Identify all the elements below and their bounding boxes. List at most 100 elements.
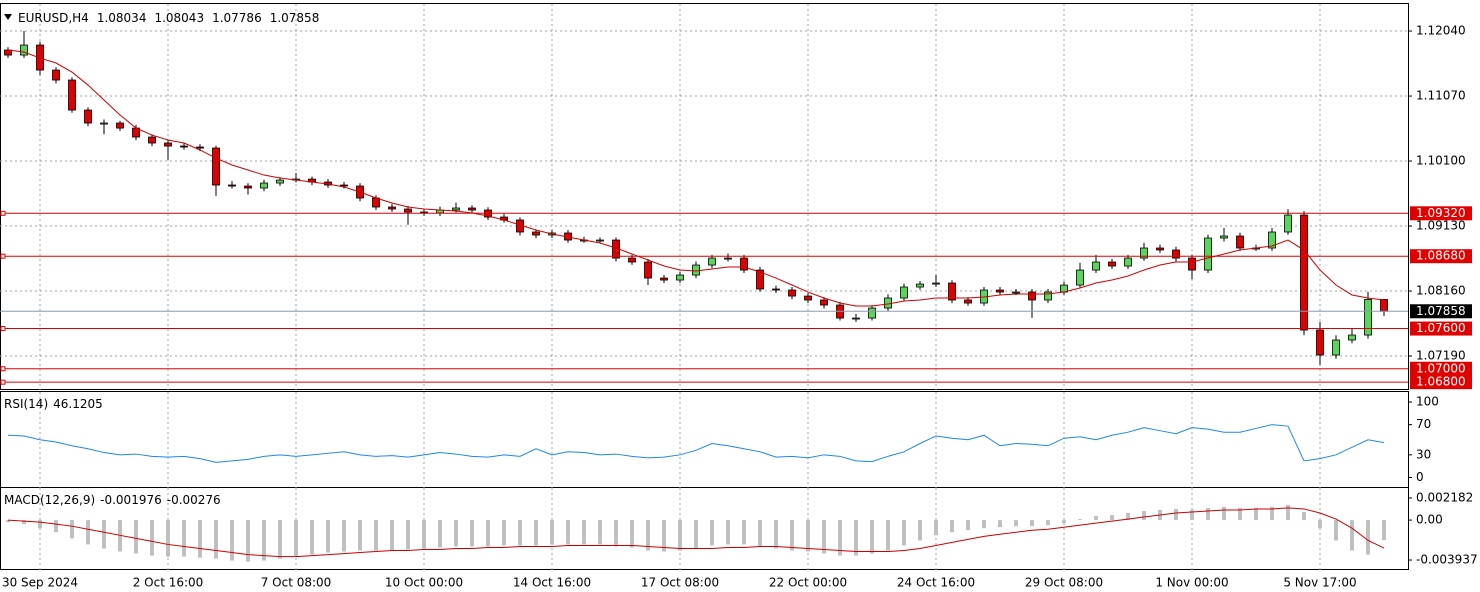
candle-body [260, 182, 268, 189]
candle-body [724, 257, 732, 260]
macd-bar [886, 520, 890, 551]
macd-bar [406, 520, 410, 550]
candle-body [276, 179, 284, 184]
macd-bar [1382, 520, 1386, 541]
macd-bar [1238, 507, 1242, 521]
level-label: 1.08680 [1416, 249, 1466, 263]
macd-bar [758, 520, 762, 547]
x-tick-label: 1 Nov 00:00 [1155, 576, 1228, 590]
candle-body [884, 297, 892, 309]
candle-body [532, 231, 540, 236]
macd-signal [7, 507, 1385, 558]
macd-bar [502, 520, 506, 546]
macd-bar [230, 520, 234, 561]
symbol: EURUSD,H4 [18, 11, 89, 25]
macd-bar [166, 520, 170, 557]
macd-bar [422, 520, 426, 549]
macd-bar [182, 520, 186, 557]
candle-body [916, 283, 924, 288]
candle-body [644, 261, 652, 279]
indicator-name: RSI(14) [4, 397, 48, 411]
macd-bar [838, 520, 842, 556]
macd-bar [6, 520, 10, 523]
x-tick-label: 24 Oct 16:00 [897, 576, 975, 590]
macd-bar [246, 520, 250, 562]
menu-triangle [4, 14, 12, 20]
candle-body [788, 289, 796, 297]
y-tick-label: 100 [1416, 395, 1439, 409]
candle-body [20, 44, 28, 56]
candle-body [676, 274, 684, 281]
indicator-header: RSI(14) 46.1205 [4, 397, 103, 411]
macd-bar [566, 520, 570, 545]
candle-body [596, 239, 604, 242]
macd-bar [310, 520, 314, 555]
x-tick-label: 22 Oct 00:00 [769, 576, 847, 590]
macd-bar [38, 520, 42, 529]
level-handle [0, 366, 6, 372]
macd-bar [1126, 512, 1130, 521]
macd-bar [214, 520, 218, 559]
macd-bar [1094, 516, 1098, 521]
macd-bar [790, 520, 794, 551]
y-tick-label: 1.11070 [1416, 89, 1466, 103]
macd-bar [198, 520, 202, 558]
macd-bar [438, 520, 442, 548]
macd-bar [662, 520, 666, 552]
macd-bar [1270, 506, 1274, 521]
macd-bar [518, 520, 522, 546]
candle-body [900, 286, 908, 299]
macd-bar [454, 520, 458, 547]
macd-bar [678, 520, 682, 551]
macd-bar [694, 520, 698, 549]
candle-body [1268, 231, 1276, 249]
candle-body [372, 197, 380, 208]
macd-bar [1190, 509, 1194, 521]
level-label-box [1410, 249, 1472, 264]
candle-body [660, 277, 668, 281]
macd-bar [1030, 520, 1034, 527]
level-handle [0, 210, 6, 216]
macd-bar [294, 520, 298, 557]
candle-body [468, 207, 476, 211]
macd-bar [54, 520, 58, 533]
y-tick-label: -0.003937 [1416, 553, 1478, 567]
macd-bar [614, 520, 618, 547]
macd-bar [982, 520, 986, 529]
candle-body [244, 185, 252, 189]
macd-bar [710, 520, 714, 546]
macd-bar [486, 520, 490, 547]
candle-body [1188, 257, 1196, 271]
candle-body [1156, 247, 1164, 251]
indicator-header: MACD(12,26,9) -0.001976 -0.00276 [4, 493, 221, 507]
macd-bar [998, 520, 1002, 528]
macd-bar [262, 520, 266, 561]
macd-bar [1318, 520, 1322, 529]
candle-body [852, 317, 860, 320]
candle-body [1092, 261, 1100, 271]
candle-body [1348, 334, 1356, 341]
macd-signal-value: -0.00276 [167, 493, 221, 507]
y-tick-label: 1.09130 [1416, 219, 1466, 233]
macd-bar [854, 520, 858, 556]
x-tick-label: 17 Oct 08:00 [641, 576, 719, 590]
moving-average [7, 49, 1385, 307]
macd-bar [1222, 506, 1226, 521]
level-handle [0, 326, 6, 332]
macd-bar [870, 520, 874, 554]
macd-bar [1206, 507, 1210, 521]
macd-bar [342, 520, 346, 552]
candle-body [772, 288, 780, 291]
x-tick-label: 30 Sep 2024 [2, 576, 78, 590]
candle-body [1300, 214, 1308, 331]
indicator-name: MACD(12,26,9) [4, 493, 95, 507]
candle-body [1316, 329, 1324, 356]
macd-bar [134, 520, 138, 554]
macd-bar [742, 520, 746, 545]
macd-bar [774, 520, 778, 549]
macd-bar [1302, 511, 1306, 521]
macd-bar [534, 520, 538, 546]
header-high: 1.08043 [154, 11, 204, 25]
